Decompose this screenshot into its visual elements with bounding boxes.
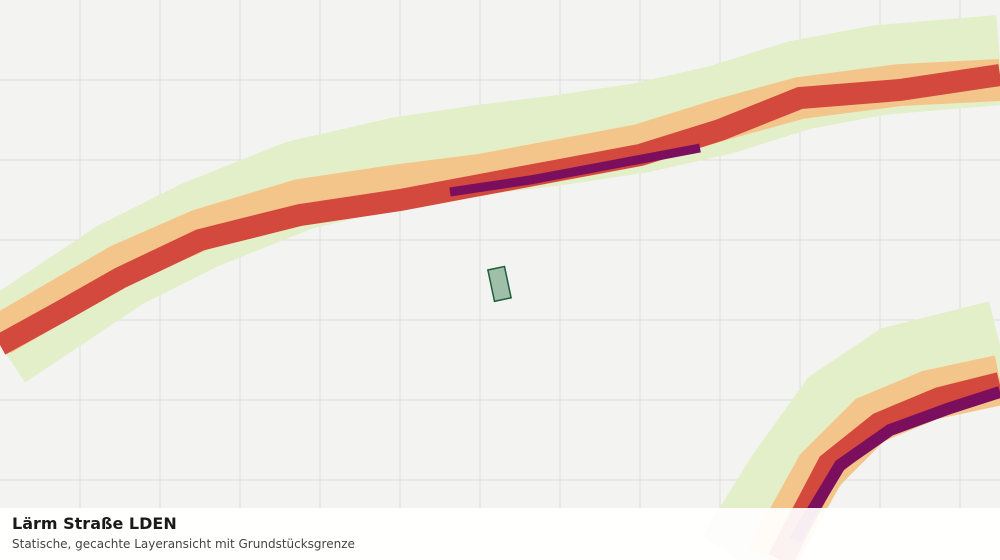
layer-subtitle: Statische, gecachte Layeransicht mit Gru…	[12, 537, 355, 551]
info-panel: Lärm Straße LDEN Statische, gecachte Lay…	[0, 508, 1000, 560]
noise-band-south	[701, 301, 1000, 560]
noise-band-north	[0, 15, 1000, 383]
parcel-boundary[interactable]	[486, 265, 513, 303]
layer-title: Lärm Straße LDEN	[12, 514, 177, 533]
